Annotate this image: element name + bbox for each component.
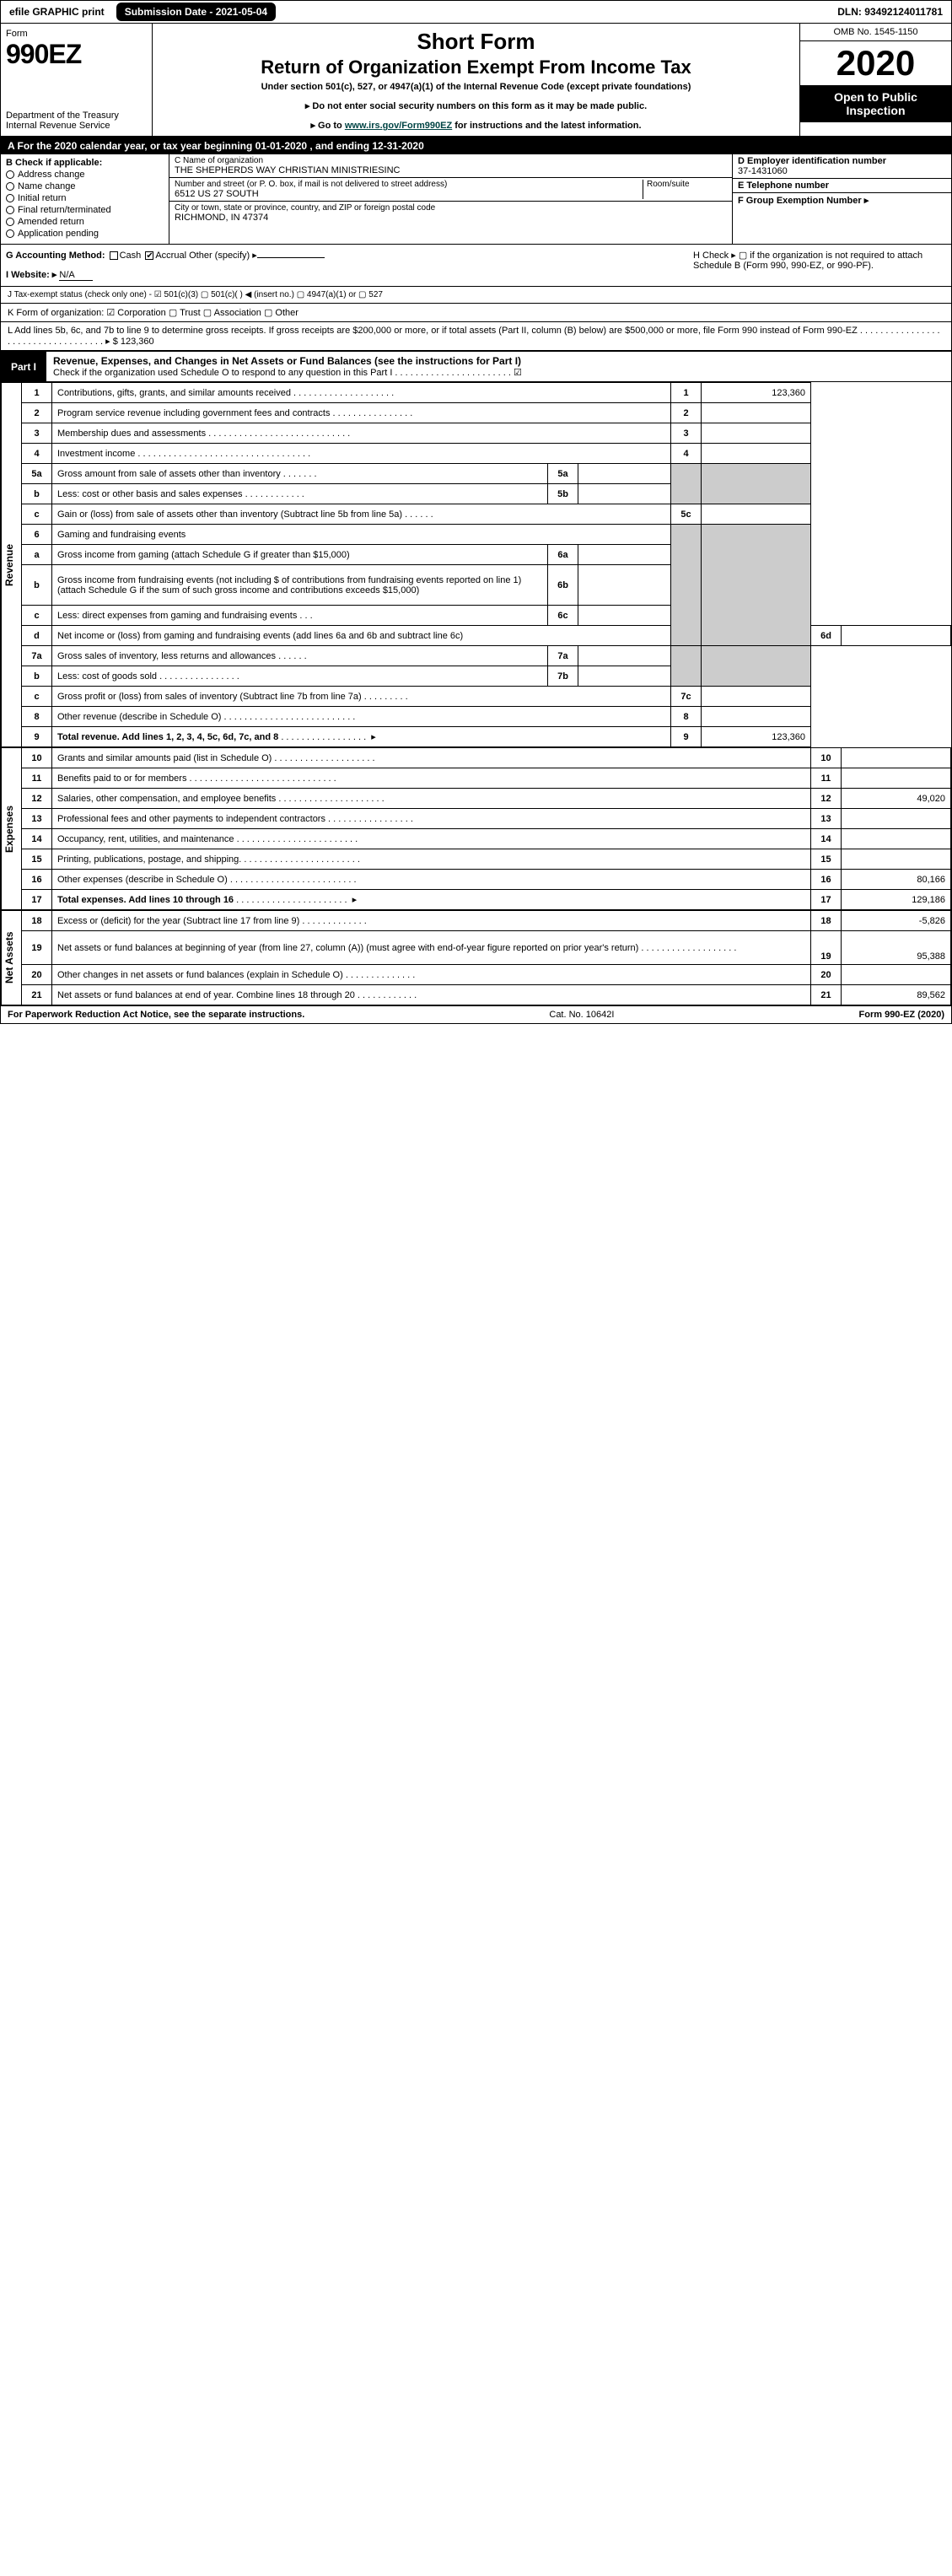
line-5b: bLess: cost or other basis and sales exp… bbox=[22, 484, 951, 504]
catalog-number: Cat. No. 10642I bbox=[304, 1010, 858, 1020]
city-label: City or town, state or province, country… bbox=[175, 203, 727, 213]
omb-number: OMB No. 1545-1150 bbox=[800, 24, 951, 41]
line-6d: dNet income or (loss) from gaming and fu… bbox=[22, 626, 951, 646]
website-value: N/A bbox=[59, 270, 93, 281]
ein: 37-1431060 bbox=[738, 166, 946, 176]
street-address: 6512 US 27 SOUTH bbox=[175, 189, 643, 199]
line-17: 17Total expenses. Add lines 10 through 1… bbox=[22, 890, 951, 910]
line-11: 11Benefits paid to or for members . . . … bbox=[22, 768, 951, 789]
line-6a: aGross income from gaming (attach Schedu… bbox=[22, 545, 951, 565]
expenses-section: Expenses 10Grants and similar amounts pa… bbox=[1, 747, 951, 910]
line-6: 6Gaming and fundraising events bbox=[22, 525, 951, 545]
row-j: J Tax-exempt status (check only one) - ☑… bbox=[1, 287, 951, 304]
subtitle: Under section 501(c), 527, or 4947(a)(1)… bbox=[161, 82, 791, 92]
line-4: 4Investment income . . . . . . . . . . .… bbox=[22, 444, 951, 464]
gross-receipts: $ 123,360 bbox=[113, 337, 154, 347]
cb-initial-return[interactable]: Initial return bbox=[6, 193, 164, 203]
line-5c: cGain or (loss) from sale of assets othe… bbox=[22, 504, 951, 525]
line-7b: bLess: cost of goods sold . . . . . . . … bbox=[22, 666, 951, 687]
website-label: I Website: ▸ bbox=[6, 270, 56, 280]
accounting-method-label: G Accounting Method: bbox=[6, 251, 105, 261]
net-assets-tab: Net Assets bbox=[1, 910, 21, 1005]
room-label: Room/suite bbox=[647, 180, 727, 189]
form-ref: Form 990-EZ (2020) bbox=[859, 1010, 944, 1020]
public-inspection: Open to Public Inspection bbox=[800, 85, 951, 122]
box-c: C Name of organization THE SHEPHERDS WAY… bbox=[169, 154, 732, 244]
line-3: 3Membership dues and assessments . . . .… bbox=[22, 423, 951, 444]
line-6b: bGross income from fundraising events (n… bbox=[22, 565, 951, 606]
line-12: 12Salaries, other compensation, and empl… bbox=[22, 789, 951, 809]
line-15: 15Printing, publications, postage, and s… bbox=[22, 849, 951, 870]
cb-application-pending[interactable]: Application pending bbox=[6, 229, 164, 239]
other-method-input[interactable] bbox=[257, 257, 325, 258]
period-line: A For the 2020 calendar year, or tax yea… bbox=[1, 137, 951, 154]
line-16: 16Other expenses (describe in Schedule O… bbox=[22, 870, 951, 890]
dln: DLN: 93492124011781 bbox=[829, 1, 951, 23]
part1-check: ☑ bbox=[514, 368, 522, 378]
line-9: 9Total revenue. Add lines 1, 2, 3, 4, 5c… bbox=[22, 727, 951, 747]
entity-block: B Check if applicable: Address change Na… bbox=[1, 154, 951, 245]
efile-print: efile GRAPHIC print bbox=[1, 1, 113, 23]
cb-final-return[interactable]: Final return/terminated bbox=[6, 205, 164, 215]
submission-date-pill: Submission Date - 2021-05-04 bbox=[116, 3, 276, 21]
net-assets-section: Net Assets 18Excess or (deficit) for the… bbox=[1, 910, 951, 1005]
form-header: Form 990EZ Department of the Treasury In… bbox=[1, 24, 951, 137]
part-1-header: Part I Revenue, Expenses, and Changes in… bbox=[1, 351, 951, 382]
street-label: Number and street (or P. O. box, if mail… bbox=[175, 180, 643, 189]
top-bar: efile GRAPHIC print Submission Date - 20… bbox=[1, 1, 951, 24]
group-exemption-label: F Group Exemption Number ▸ bbox=[738, 196, 869, 206]
form-word: Form bbox=[6, 29, 147, 39]
schedule-b-note: H Check ▸ ▢ if the organization is not r… bbox=[693, 250, 946, 281]
line-13: 13Professional fees and other payments t… bbox=[22, 809, 951, 829]
line-18: 18Excess or (deficit) for the year (Subt… bbox=[22, 911, 951, 931]
cb-name-change[interactable]: Name change bbox=[6, 181, 164, 191]
line-14: 14Occupancy, rent, utilities, and mainte… bbox=[22, 829, 951, 849]
form-990ez-page: efile GRAPHIC print Submission Date - 20… bbox=[0, 0, 952, 1024]
line-1: 1Contributions, gifts, grants, and simil… bbox=[22, 383, 951, 403]
line-5a: 5aGross amount from sale of assets other… bbox=[22, 464, 951, 484]
line-7a: 7aGross sales of inventory, less returns… bbox=[22, 646, 951, 666]
row-k: K Form of organization: ☑ Corporation ▢ … bbox=[1, 304, 951, 322]
form-number: 990EZ bbox=[6, 39, 147, 70]
department: Department of the Treasury Internal Reve… bbox=[6, 110, 147, 131]
ein-label: D Employer identification number bbox=[738, 156, 886, 166]
paperwork-notice: For Paperwork Reduction Act Notice, see … bbox=[8, 1010, 304, 1020]
expenses-tab: Expenses bbox=[1, 747, 21, 910]
tax-year: 2020 bbox=[800, 41, 951, 85]
org-name: THE SHEPHERDS WAY CHRISTIAN MINISTRIESIN… bbox=[175, 165, 727, 175]
line-2: 2Program service revenue including gover… bbox=[22, 403, 951, 423]
return-title: Return of Organization Exempt From Incom… bbox=[161, 57, 791, 78]
row-l: L Add lines 5b, 6c, and 7b to line 9 to … bbox=[1, 322, 951, 351]
page-footer: For Paperwork Reduction Act Notice, see … bbox=[1, 1005, 951, 1023]
row-g-h: G Accounting Method: Cash Accrual Other … bbox=[1, 245, 951, 287]
cb-cash[interactable] bbox=[110, 251, 118, 260]
box-d-e-f: D Employer identification number 37-1431… bbox=[732, 154, 951, 244]
line-6c: cLess: direct expenses from gaming and f… bbox=[22, 606, 951, 626]
line-21: 21Net assets or fund balances at end of … bbox=[22, 985, 951, 1005]
line-20: 20Other changes in net assets or fund ba… bbox=[22, 965, 951, 985]
short-form-title: Short Form bbox=[161, 29, 791, 55]
revenue-tab: Revenue bbox=[1, 382, 21, 747]
box-b: B Check if applicable: Address change Na… bbox=[1, 154, 169, 244]
instructions-link-row: ▸ Go to www.irs.gov/Form990EZ for instru… bbox=[161, 120, 791, 131]
ssn-warning: ▸ Do not enter social security numbers o… bbox=[161, 100, 791, 111]
line-19: 19Net assets or fund balances at beginni… bbox=[22, 931, 951, 965]
cb-address-change[interactable]: Address change bbox=[6, 170, 164, 180]
line-7c: cGross profit or (loss) from sales of in… bbox=[22, 687, 951, 707]
telephone-label: E Telephone number bbox=[738, 181, 829, 191]
irs-link[interactable]: www.irs.gov/Form990EZ bbox=[345, 121, 452, 131]
cb-accrual[interactable] bbox=[145, 251, 153, 260]
line-10: 10Grants and similar amounts paid (list … bbox=[22, 748, 951, 768]
org-name-label: C Name of organization bbox=[175, 156, 727, 165]
line-8: 8Other revenue (describe in Schedule O) … bbox=[22, 707, 951, 727]
cb-amended[interactable]: Amended return bbox=[6, 217, 164, 227]
city-state-zip: RICHMOND, IN 47374 bbox=[175, 213, 727, 223]
revenue-section: Revenue 1Contributions, gifts, grants, a… bbox=[1, 382, 951, 747]
